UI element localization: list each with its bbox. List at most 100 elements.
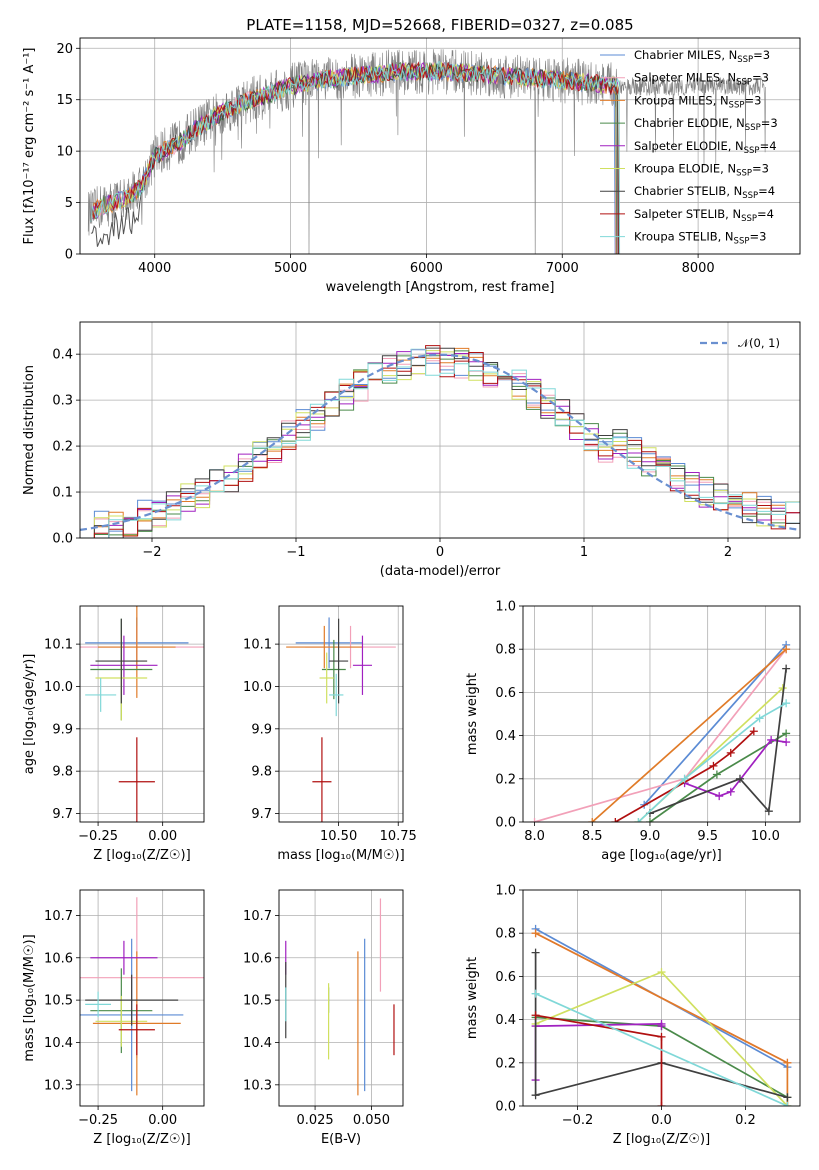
y-tick-label: 10.5 xyxy=(44,994,73,1009)
x-tick-label: 10.0 xyxy=(751,829,780,844)
series-line xyxy=(649,668,787,815)
x-tick-label: −2 xyxy=(142,545,161,560)
legend-label-part: Salpeter ELODIE, N xyxy=(634,139,744,153)
series-line xyxy=(614,730,755,822)
axes-frame xyxy=(278,605,404,823)
series-marker xyxy=(782,729,791,738)
y-tick-label: 9.9 xyxy=(52,722,73,737)
legend-label-subscript: SSP xyxy=(736,169,752,179)
y-tick-label: 9.9 xyxy=(251,722,272,737)
legend-label-part: Chabrier ELODIE, N xyxy=(634,116,745,130)
legend-label: Chabrier ELODIE, NSSP=3 xyxy=(634,116,778,133)
series-marker xyxy=(715,792,724,801)
errorbar-point xyxy=(295,617,363,669)
x-tick-label: 7000 xyxy=(546,261,579,276)
residuals-panel: −2 −1 0 1 2 0.0 0.1 0.2 0.3 0.4 𝒩(0, 1) (data-model… xyxy=(22,321,801,579)
legend-label-part: =4 xyxy=(760,139,777,153)
series-marker xyxy=(782,645,791,654)
y-tick-label: 10.1 xyxy=(243,638,272,653)
x-tick-label: 0.050 xyxy=(353,1113,390,1128)
legend-label: Salpeter ELODIE, NSSP=4 xyxy=(634,139,777,156)
mass-age-panel: 10.50 10.75 9.7 9.8 9.9 10.0 10.1 mass [log₁₀(M… xyxy=(243,605,417,863)
legend-label-part: Kroupa MILES, N xyxy=(634,93,729,107)
errorbar-point xyxy=(90,940,158,975)
y-tick-label: 0.0 xyxy=(495,816,516,831)
Z-massweight-plot-area xyxy=(531,924,792,1106)
series-marker xyxy=(782,738,791,747)
y-tick-label: 10.4 xyxy=(243,1036,272,1051)
y-tick-label: 10.3 xyxy=(243,1078,272,1093)
legend-label: Kroupa MILES, NSSP=3 xyxy=(634,93,761,110)
series-marker xyxy=(531,948,540,957)
y-tick-label: 0.2 xyxy=(495,1056,516,1071)
y-tick-label: 10.0 xyxy=(44,680,73,695)
residuals-legend: 𝒩(0, 1) xyxy=(700,336,780,350)
axes-frame xyxy=(79,37,801,255)
series-marker xyxy=(782,664,791,673)
y-tick-label: 10.4 xyxy=(44,1036,73,1051)
legend-label-part: =3 xyxy=(752,71,769,85)
series-line xyxy=(534,952,788,1099)
y-axis-label: age [log₁₀(age/yr)] xyxy=(22,654,37,775)
series-marker xyxy=(782,699,791,708)
model-spectrum-line xyxy=(90,61,620,254)
y-tick-label: 0.1 xyxy=(52,486,73,501)
x-tick-label: −0.2 xyxy=(562,1113,594,1128)
legend-label-part: Salpeter STELIB, N xyxy=(634,207,741,221)
series-marker xyxy=(657,1032,666,1041)
series-marker xyxy=(657,1102,666,1106)
series-marker xyxy=(726,787,735,796)
y-tick-label: 10.3 xyxy=(44,1078,73,1093)
Z-age-grid xyxy=(80,606,204,822)
y-tick-label: 9.8 xyxy=(52,765,73,780)
y-tick-label: 1.0 xyxy=(495,600,516,615)
x-tick-label: 0.025 xyxy=(296,1113,333,1128)
series-marker xyxy=(657,968,666,977)
series-marker xyxy=(588,818,597,822)
y-tick-label: 0.6 xyxy=(495,686,516,701)
series-line xyxy=(637,702,787,822)
series-marker xyxy=(755,714,764,723)
legend-label: Kroupa STELIB, NSSP=3 xyxy=(634,230,766,247)
y-tick-label: 10.0 xyxy=(243,680,272,695)
y-tick-label: 0.0 xyxy=(52,532,73,547)
mass-weight-series xyxy=(588,645,791,822)
series-marker xyxy=(735,774,744,783)
x-tick-label: 0.00 xyxy=(148,1113,177,1128)
axes-frame xyxy=(278,889,404,1107)
series-marker xyxy=(634,818,643,822)
age-massweight-panel: 8.0 8.5 9.0 9.5 10.0 0.0 0.2 0.4 0.6 0.8 1.0 age [l… xyxy=(465,600,801,863)
legend-label-part: =3 xyxy=(752,162,769,176)
y-tick-label: 0 xyxy=(65,248,73,263)
x-axis-label: E(B-V) xyxy=(321,1132,361,1147)
legend-label-part: =4 xyxy=(758,184,775,198)
legend-label-subscript: SSP xyxy=(742,191,758,201)
y-tick-label: 10 xyxy=(56,145,73,160)
legend-label-part: =3 xyxy=(761,116,778,130)
legend-label: 𝒩(0, 1) xyxy=(738,336,780,350)
legend-label-subscript: SSP xyxy=(736,78,752,88)
series-marker xyxy=(764,807,773,816)
series-line xyxy=(535,1014,663,1106)
age-massweight-plot-area xyxy=(530,640,791,822)
x-axis-label: age [log₁₀(age/yr)] xyxy=(601,848,722,863)
Z-mass-panel: −0.25 0.00 10.3 10.4 10.5 10.6 10.7 Z [log₁₀(Z/… xyxy=(22,889,205,1147)
errorbar-point xyxy=(118,737,155,822)
mass-weight-series xyxy=(531,989,792,1106)
x-tick-label: 8.0 xyxy=(524,829,545,844)
series-line xyxy=(591,648,787,822)
x-tick-label: 9.5 xyxy=(697,829,718,844)
y-tick-label: 9.7 xyxy=(251,807,272,822)
series-marker xyxy=(657,1022,666,1031)
x-tick-label: 10.50 xyxy=(320,829,357,844)
y-tick-label: 0.2 xyxy=(495,772,516,787)
legend-label: Salpeter STELIB, NSSP=4 xyxy=(634,207,774,224)
y-tick-label: 0.2 xyxy=(52,440,73,455)
x-tick-label: 0 xyxy=(436,545,444,560)
series-marker xyxy=(680,774,689,783)
errorbar-point xyxy=(286,625,363,669)
legend-label-part: Kroupa STELIB, N xyxy=(634,230,734,244)
y-axis-label: Flux [fλ10⁻¹⁷ erg cm⁻² s⁻¹ A⁻¹] xyxy=(22,48,37,245)
Z-massweight-panel: −0.2 0.0 0.2 0.0 0.2 0.4 0.6 0.8 1.0 Z [log₁₀(Z/Z… xyxy=(465,884,801,1147)
